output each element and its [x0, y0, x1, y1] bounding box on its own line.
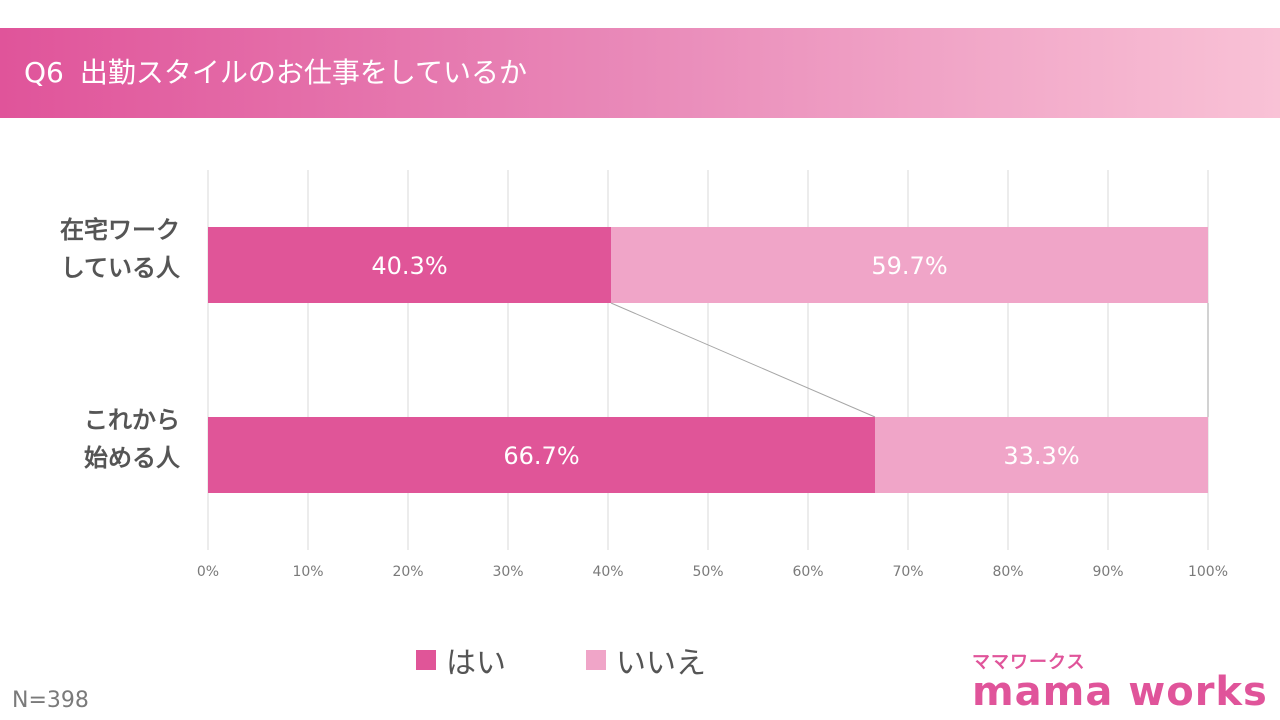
data-label: 40.3% [371, 252, 447, 280]
tick-label: 60% [792, 564, 823, 580]
tick-label: 80% [992, 564, 1023, 580]
tick-label: 90% [1092, 564, 1123, 580]
bar-segment [875, 417, 1208, 493]
logo-name: mama works [972, 669, 1268, 715]
bar-segment [208, 417, 875, 493]
category-label: これから 始める人 [84, 406, 180, 472]
tick-label: 20% [392, 564, 423, 580]
category-label: 在宅ワーク している人 [60, 216, 180, 282]
logo-kana: ママワークス [972, 652, 1086, 673]
tick-label: 40% [592, 564, 623, 580]
tick-label: 70% [892, 564, 923, 580]
tick-label: 100% [1188, 564, 1228, 580]
legend-swatch-no [586, 650, 606, 670]
bar-segment [611, 227, 1208, 303]
data-label: 66.7% [503, 442, 579, 470]
tick-label: 50% [692, 564, 723, 580]
data-label: 33.3% [1003, 442, 1079, 470]
sample-size: N=398 [12, 688, 89, 713]
bar-segment [208, 227, 611, 303]
question-text: 出勤スタイルのお仕事をしているか [79, 56, 528, 89]
tick-label: 30% [492, 564, 523, 580]
series-line [610, 302, 876, 418]
logo: ママワークス mama works [972, 648, 1268, 712]
legend-item-no: いいえ [586, 638, 706, 682]
tick-label: 0% [197, 564, 219, 580]
legend-label-no: いいえ [616, 646, 706, 681]
header-banner: Q6 出勤スタイルのお仕事をしているか [0, 28, 1280, 118]
legend-label-yes: はい [446, 646, 506, 681]
legend-swatch-yes [416, 650, 436, 670]
legend-item-yes: はい [416, 638, 506, 682]
page-title: Q6 出勤スタイルのお仕事をしているか [24, 56, 527, 90]
question-number: Q6 [24, 56, 64, 89]
legend: はい いいえ [416, 638, 786, 682]
data-label: 59.7% [871, 252, 947, 280]
tick-label: 10% [292, 564, 323, 580]
